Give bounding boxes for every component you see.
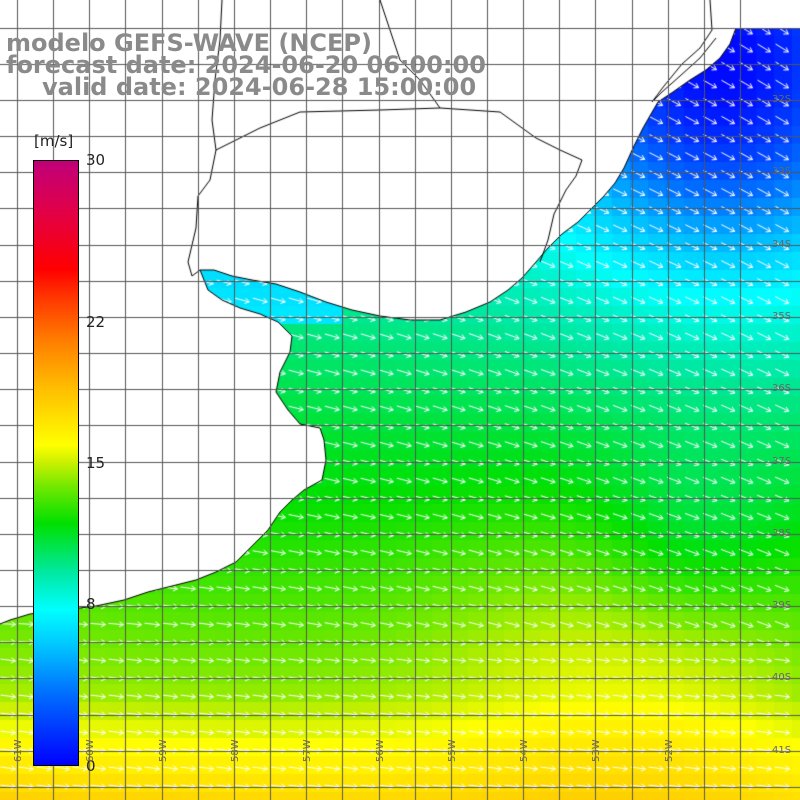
lat-label: 37S <box>772 455 792 467</box>
lon-label: 59W <box>157 739 169 762</box>
lat-label: 34S <box>772 238 792 250</box>
colorbar-tick-label: 8 <box>86 595 96 614</box>
lat-label: 41S <box>772 744 792 756</box>
lat-label: 39S <box>772 600 792 612</box>
lat-label: 35S <box>772 310 792 322</box>
colorbar-tick-label: 15 <box>86 454 106 472</box>
lat-label: 38S <box>772 527 792 539</box>
lat-label: 36S <box>772 383 792 395</box>
lon-label: 60W <box>85 739 97 762</box>
lon-label: 58W <box>229 739 241 762</box>
lon-label: 52W <box>663 739 675 762</box>
lat-label: 32S <box>772 94 792 105</box>
colorbar-units: [m/s] <box>34 132 74 150</box>
valid-date: valid date: 2024-06-28 15:00:00 <box>42 73 477 101</box>
lon-label: 56W <box>374 739 386 762</box>
forecast-date: forecast date: 2024-06-20 06:00:00 <box>6 51 486 79</box>
lon-label: 54W <box>519 739 531 762</box>
colorbar-tick-label: 30 <box>86 151 106 169</box>
colorbar <box>33 160 79 766</box>
lat-label: 33S <box>772 166 792 178</box>
lon-label: 55W <box>446 739 458 762</box>
lon-label: 61W <box>13 739 24 762</box>
lat-label: 40S <box>772 672 792 684</box>
lon-label: 53W <box>591 739 603 762</box>
colorbar-tick-label: 0 <box>86 757 96 775</box>
colorbar-tick-label: 22 <box>86 312 106 331</box>
model-title: modelo GEFS-WAVE (NCEP) <box>6 29 372 57</box>
lon-label: 57W <box>302 739 314 762</box>
